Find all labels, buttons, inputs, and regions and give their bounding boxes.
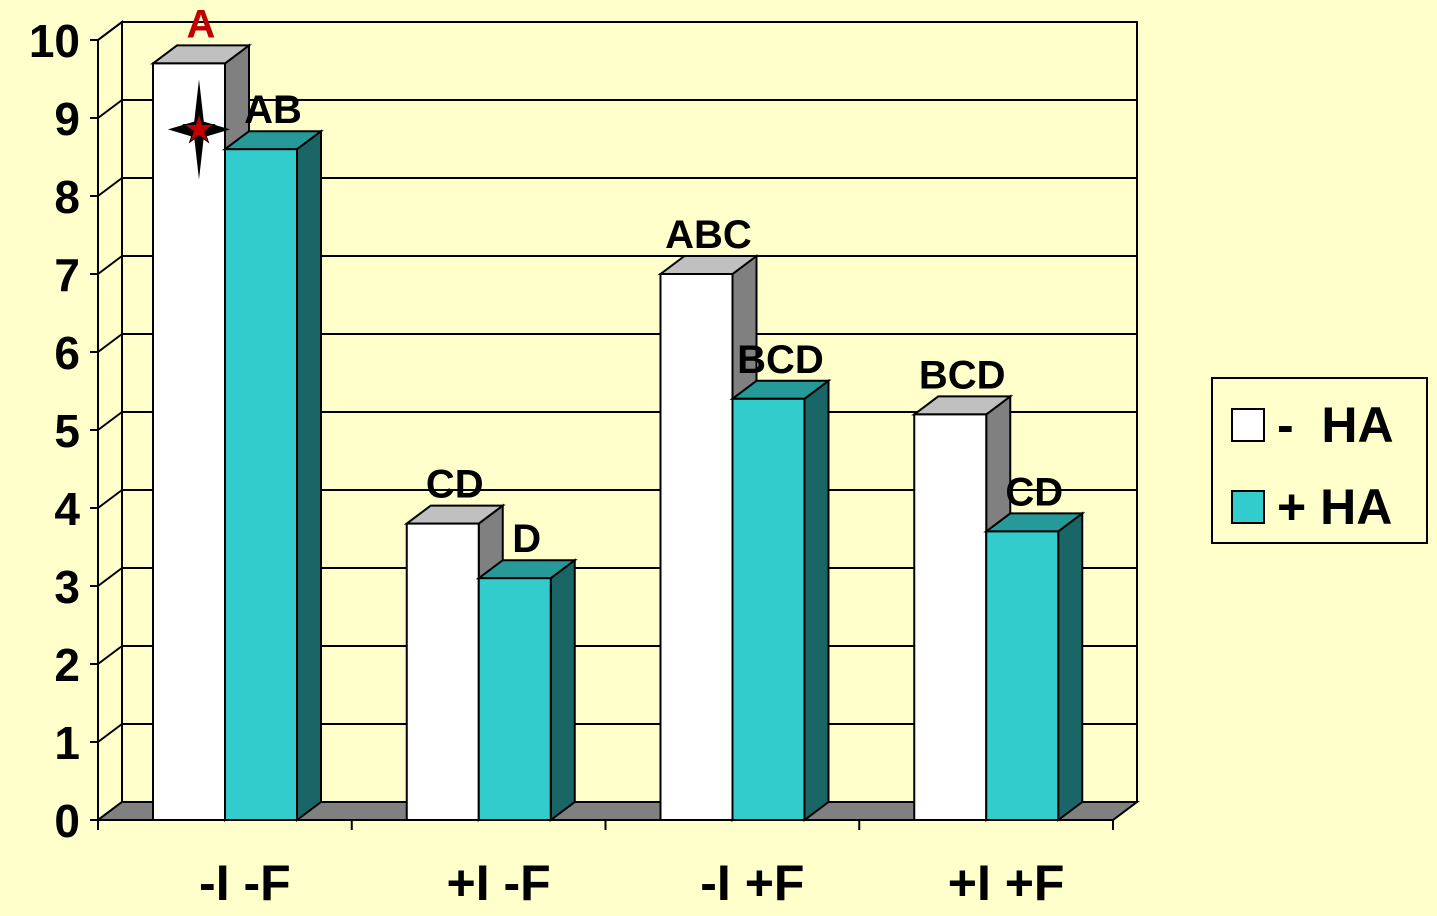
gridline-side — [97, 489, 123, 509]
data-label: CD — [426, 463, 484, 507]
data-label: AB — [244, 88, 302, 132]
bar — [731, 397, 806, 821]
data-label: CD — [1005, 470, 1063, 514]
data-label: BCD — [919, 353, 1006, 397]
star-icon-inner — [182, 111, 216, 144]
gridline-side — [97, 21, 123, 41]
y-tick-label: 10 — [29, 15, 80, 67]
gridline-side — [97, 255, 123, 275]
bar-side — [803, 378, 830, 822]
y-tick-label: 1 — [54, 717, 80, 769]
gridline-side — [97, 333, 123, 353]
x-tick-label: +I -F — [447, 855, 551, 911]
gridline-side — [97, 645, 123, 665]
bar — [477, 577, 552, 822]
data-label: BCD — [737, 338, 824, 382]
legend-swatch-minus-ha — [1231, 408, 1265, 442]
y-tick-label: 3 — [54, 561, 80, 613]
legend-item-minus-ha: - HA — [1231, 397, 1394, 453]
bar — [405, 522, 480, 821]
bar — [152, 62, 226, 821]
legend-swatch-plus-ha — [1231, 490, 1265, 524]
gridline-side — [97, 567, 123, 587]
gridline-side — [97, 177, 123, 197]
y-tick-label: 6 — [54, 327, 80, 379]
x-tick-label: -I +F — [700, 855, 804, 911]
bar — [913, 413, 988, 821]
y-tick-label: 0 — [54, 795, 80, 847]
bar — [659, 273, 734, 821]
bar — [985, 530, 1060, 822]
legend-label-minus-ha: - HA — [1277, 397, 1394, 453]
x-tick-label: -I -F — [199, 855, 291, 911]
x-tick-label: +I +F — [948, 855, 1065, 911]
data-label: D — [512, 517, 541, 561]
y-tick-label: 4 — [54, 483, 80, 535]
data-label: A — [187, 2, 216, 46]
bar-side — [296, 129, 322, 822]
legend: - HA + HA — [1211, 377, 1428, 544]
bar-side — [1057, 511, 1084, 822]
bar — [224, 148, 298, 821]
y-tick-label: 5 — [54, 405, 80, 457]
bar-side — [549, 558, 576, 822]
data-label: ABC — [665, 213, 752, 257]
y-tick-label: 7 — [54, 249, 80, 301]
y-tick-label: 2 — [54, 639, 80, 691]
legend-label-plus-ha: + HA — [1277, 479, 1393, 535]
y-tick-label: 8 — [54, 171, 80, 223]
gridline-side — [97, 411, 123, 431]
gridline-side — [97, 99, 123, 119]
y-tick-label: 9 — [54, 93, 80, 145]
legend-item-plus-ha: + HA — [1231, 479, 1392, 535]
gridline-side — [97, 723, 123, 743]
